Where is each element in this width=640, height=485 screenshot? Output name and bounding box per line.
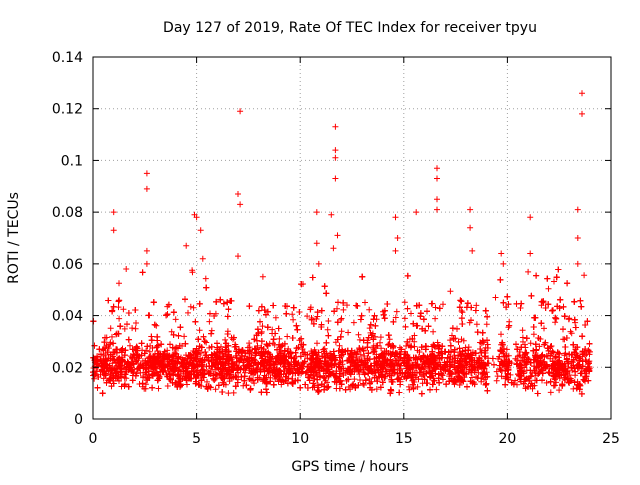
data-point (525, 269, 531, 275)
data-point (546, 286, 552, 292)
data-point (498, 331, 504, 337)
data-point (165, 383, 171, 389)
data-point (479, 340, 485, 346)
data-point (544, 380, 550, 386)
data-point (108, 325, 114, 331)
data-point (284, 334, 290, 340)
data-point (556, 387, 562, 393)
data-point (520, 327, 526, 333)
data-point (133, 326, 139, 332)
data-point (429, 301, 435, 307)
data-point (173, 316, 179, 322)
data-point (548, 389, 554, 395)
data-point (440, 301, 446, 307)
data-point (222, 337, 228, 343)
data-point (581, 272, 587, 278)
data-point (494, 378, 500, 384)
data-point (197, 327, 203, 333)
data-point (541, 325, 547, 331)
data-point (433, 387, 439, 393)
data-point (340, 307, 346, 313)
data-point (185, 310, 191, 316)
data-point (218, 344, 224, 350)
data-point (531, 331, 537, 337)
data-point (289, 311, 295, 317)
data-point (394, 309, 400, 315)
data-point (432, 316, 438, 322)
data-point (367, 325, 373, 331)
data-point (551, 279, 557, 285)
data-point (325, 318, 331, 324)
data-point (191, 305, 197, 311)
data-point (345, 330, 351, 336)
data-point (430, 329, 436, 335)
data-point (316, 388, 322, 394)
data-point (206, 319, 212, 325)
data-point (440, 376, 446, 382)
data-point (116, 316, 122, 322)
data-point (314, 340, 320, 346)
data-point (351, 320, 357, 326)
data-point (484, 321, 490, 327)
data-point (188, 304, 194, 310)
data-point (493, 295, 499, 301)
data-point (447, 288, 453, 294)
data-point (203, 340, 209, 346)
data-point (356, 332, 362, 338)
data-points (90, 90, 593, 397)
data-point (137, 370, 143, 376)
data-point (518, 305, 524, 311)
data-point (474, 321, 480, 327)
data-point (290, 317, 296, 323)
data-point (325, 327, 331, 333)
data-point (366, 307, 372, 313)
data-point (181, 333, 187, 339)
data-point (259, 329, 265, 335)
data-point (225, 390, 231, 396)
data-point (276, 336, 282, 342)
data-point (116, 280, 122, 286)
data-point (339, 328, 345, 334)
data-point (528, 340, 534, 346)
data-point (351, 376, 357, 382)
data-point (153, 323, 159, 329)
data-point (520, 335, 526, 341)
data-point (129, 325, 135, 331)
data-point (402, 299, 408, 305)
data-point (246, 340, 252, 346)
data-point (203, 276, 209, 282)
data-point (402, 315, 408, 321)
data-point (378, 334, 384, 340)
data-point (231, 390, 237, 396)
data-point (184, 382, 190, 388)
data-point (133, 320, 139, 326)
data-point (209, 328, 215, 334)
